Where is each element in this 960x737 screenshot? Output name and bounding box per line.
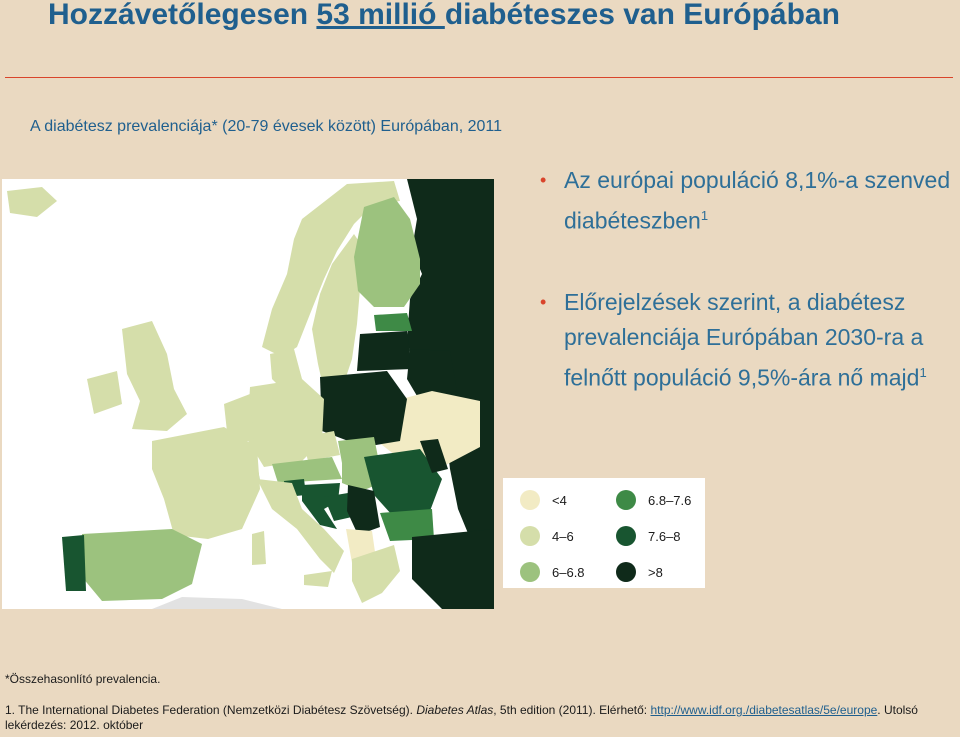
legend-label: 7.6–8	[648, 528, 681, 544]
region-norway	[262, 181, 400, 357]
bullet-icon: •	[540, 291, 547, 312]
reference-title: Diabetes Atlas	[416, 703, 494, 717]
reference: 1. The International Diabetes Federation…	[5, 703, 955, 733]
map-caption: A diabétesz prevalenciája* (20-79 évesek…	[30, 118, 503, 135]
legend-label: 4–6	[552, 528, 574, 544]
bullet-icon: •	[540, 170, 547, 190]
legend-label: >8	[648, 564, 663, 580]
region-turkey	[412, 529, 494, 609]
region-sweden	[312, 234, 364, 391]
reference-text-end: . Utolsó lekérdezés: 2012. október	[5, 703, 918, 732]
reference-link[interactable]: http://www.idf.org./diabetesatlas/5e/eur…	[650, 703, 878, 717]
region-bosnia	[324, 493, 352, 521]
region-bulgaria	[380, 509, 434, 541]
footnote-ref: 1	[919, 364, 927, 380]
region-estonia	[374, 313, 412, 331]
legend-item-gt8: >8	[616, 562, 663, 582]
legend-swatch	[520, 526, 540, 546]
region-benelux	[224, 394, 254, 441]
region-greece	[352, 545, 400, 603]
legend-swatch	[616, 562, 636, 582]
region-north-africa	[152, 597, 282, 609]
region-iceland	[7, 187, 57, 217]
region-belarus	[407, 349, 457, 401]
region-romania	[364, 449, 442, 515]
reference-text: 1. The International Diabetes Federation…	[5, 703, 417, 717]
region-croatia	[302, 483, 340, 529]
legend-label: 6–6.8	[552, 564, 585, 580]
region-sardinia	[252, 531, 266, 565]
map-legend: <4 4–6 6–6.8 6.8–7.6 7.6–8 >8	[503, 478, 705, 588]
fact-text: Az európai populáció 8,1%-a szenved diab…	[564, 167, 951, 234]
region-finland	[354, 197, 420, 307]
fact-text: Előrejelzések szerint, a diabétesz preva…	[564, 288, 924, 391]
fact-population: • Az európai populáció 8,1%-a szenved di…	[540, 163, 960, 239]
legend-item-6-6.8: 6–6.8	[520, 562, 585, 582]
key-facts: • Az európai populáció 8,1%-a szenved di…	[540, 163, 960, 395]
legend-swatch	[520, 562, 540, 582]
region-serbia	[347, 485, 380, 535]
page-title: Hozzávetőlegesen 53 millió diabéteszes v…	[48, 0, 840, 32]
footnote: *Összehasonlító prevalencia.	[5, 672, 161, 686]
title-divider	[5, 77, 953, 78]
legend-item-6.8-7.6: 6.8–7.6	[616, 490, 691, 510]
region-spain	[82, 529, 202, 601]
title-text-end: diabéteszes van Európában	[444, 0, 840, 31]
region-russia	[407, 179, 494, 609]
legend-item-lt4: <4	[520, 490, 567, 510]
region-france	[152, 427, 260, 539]
region-czechia	[302, 431, 340, 461]
region-sicily	[304, 571, 332, 587]
fact-forecast: • Előrejelzések szerint, a diabétesz pre…	[540, 285, 960, 396]
region-great-britain	[122, 321, 187, 431]
legend-swatch	[520, 490, 540, 510]
region-ireland	[87, 371, 122, 414]
region-latvia-lithuania	[357, 331, 412, 371]
reference-text-middle: , 5th edition (2011). Elérhető:	[493, 703, 651, 717]
region-moldova	[420, 439, 448, 473]
legend-item-7.6-8: 7.6–8	[616, 526, 681, 546]
legend-item-4-6: 4–6	[520, 526, 574, 546]
legend-label: <4	[552, 492, 567, 508]
europe-prevalence-map	[2, 179, 494, 609]
title-text: Hozzávetőlegesen	[48, 0, 317, 31]
region-portugal	[62, 535, 86, 591]
legend-label: 6.8–7.6	[648, 492, 692, 508]
legend-swatch	[616, 526, 636, 546]
title-highlight: 53 millió	[316, 0, 445, 31]
region-poland	[320, 371, 407, 447]
region-austria	[272, 457, 342, 483]
legend-swatch	[616, 490, 636, 510]
region-italy	[257, 479, 344, 573]
footnote-ref: 1	[700, 208, 709, 223]
